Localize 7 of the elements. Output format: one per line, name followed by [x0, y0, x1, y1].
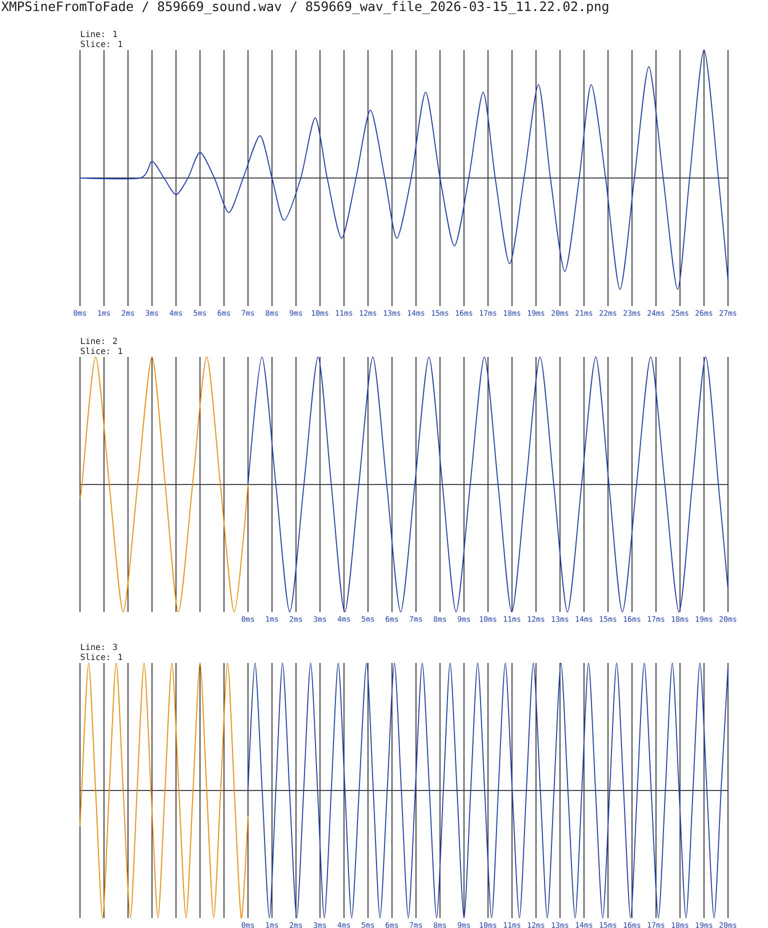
- chart-title: Line: 1: [81, 30, 118, 38]
- chart-subtitle: Slice: 1: [80, 654, 122, 660]
- text: XMPSineFromToFade / 859669_sound.wav / 859669_wav_file_2026-03-15_11.22.02.png: [1, 1, 608, 14]
- chart-subtitle: Slice: 1: [80, 348, 122, 354]
- chart-title: Line: 2: [81, 338, 117, 344]
- chart-subtitle: Slice: 1: [80, 40, 122, 48]
- chart-title: Line: 3: [81, 644, 117, 650]
